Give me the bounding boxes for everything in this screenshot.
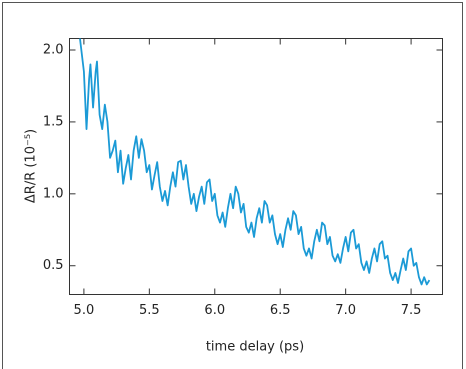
x-axis-label: time delay (ps) (206, 340, 304, 355)
x-tick-label: 5.5 (139, 303, 160, 318)
x-tick-label: 5.0 (74, 303, 95, 318)
y-tick-label: 0.5 (43, 258, 64, 273)
y-tick-label: 1.5 (43, 114, 64, 129)
x-tick-label: 6.0 (204, 303, 225, 318)
data-line (79, 38, 431, 286)
y-tick-label: 2.0 (43, 43, 64, 58)
x-tick-label: 7.5 (401, 303, 422, 318)
plot-frame (69, 38, 443, 295)
y-axis-label: ΔR/R (10⁻⁵) (24, 129, 39, 203)
x-tick-label: 7.0 (335, 303, 356, 318)
y-tick-label: 1.0 (43, 186, 64, 201)
x-tick-label: 6.5 (270, 303, 291, 318)
